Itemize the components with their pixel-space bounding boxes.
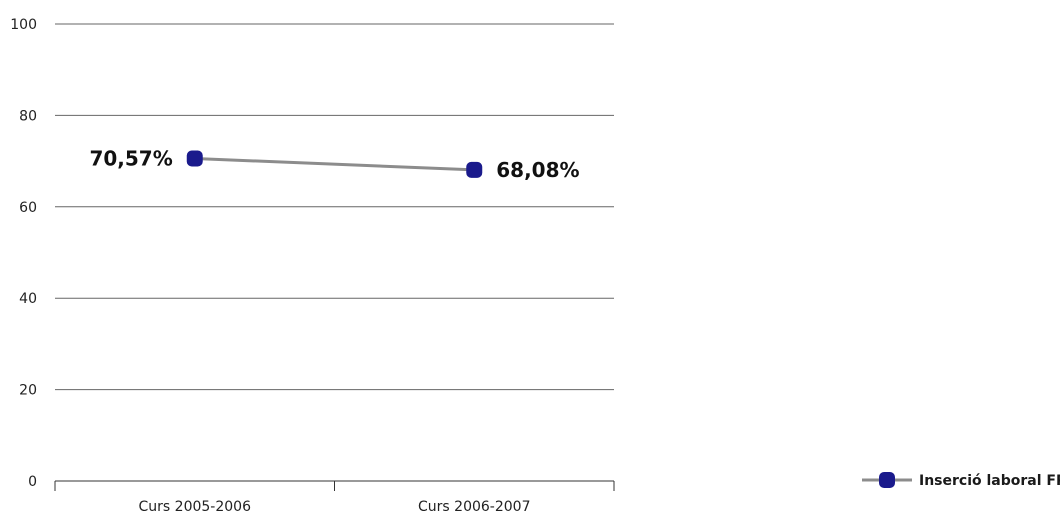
x-axis: Curs 2005-2006 Curs 2006-2007 [54,480,615,515]
y-tick-label-80: 80 [19,108,37,124]
y-axis-tick-labels: 0 20 40 60 80 100 [10,17,37,490]
x-tick-label-0: Curs 2005-2006 [139,499,252,515]
legend: Inserció laboral FP [862,472,1060,489]
y-tick-label-0: 0 [28,474,37,490]
y-tick-label-100: 100 [10,17,37,33]
y-tick-label-20: 20 [19,383,37,399]
data-point-0-1 [466,161,483,178]
y-tick-label-60: 60 [19,200,37,216]
legend-marker [879,472,895,488]
data-labels: 70,57% 68,08% [89,146,579,181]
gridlines [55,23,614,391]
series-layer [186,150,483,178]
data-label-0-1: 68,08% [496,158,579,182]
data-point-0-0 [186,150,203,167]
x-tick-label-1: Curs 2006-2007 [418,499,530,515]
y-tick-label-40: 40 [19,291,37,307]
series-line-0 [194,156,475,172]
data-label-0-0: 70,57% [89,146,172,170]
legend-label: Inserció laboral FP [919,473,1060,489]
